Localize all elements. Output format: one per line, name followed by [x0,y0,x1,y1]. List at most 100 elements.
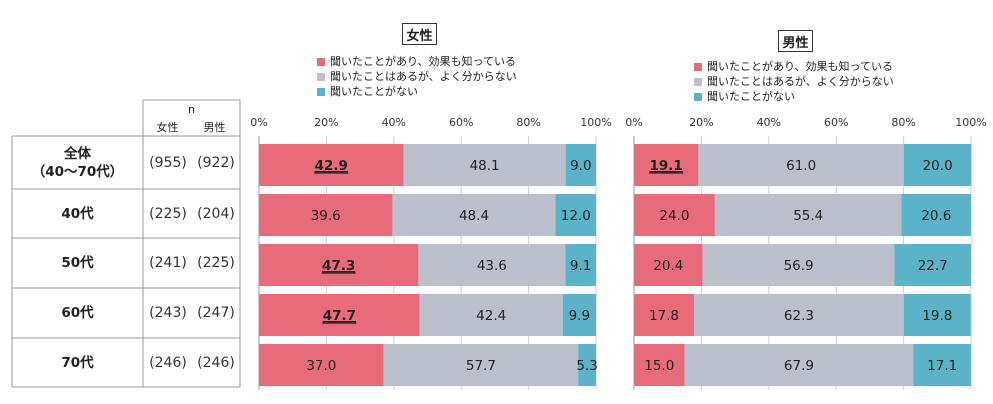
data-label: 47.7 [323,308,356,324]
bar-segment [555,194,596,236]
data-label: 48.1 [470,158,500,174]
data-label: 48.4 [459,208,489,224]
data-label: 19.1 [650,158,683,174]
table-row-group-label: 40代 [12,189,143,238]
legend-swatch [694,92,702,101]
female-chart: 0% 20% 40% 60% 80% 100% 42.9 48.1 9.0 39.6 48.4 12.… [250,116,612,390]
data-label: 19.8 [922,308,952,324]
bar-segment [634,144,699,186]
bar-segment [693,294,904,336]
data-label: 20.4 [653,258,683,274]
data-label: 47.3 [322,258,355,274]
data-label: 39.6 [311,208,341,224]
x-tick-label: 0% [625,116,642,129]
x-tick-label: 60% [449,116,473,129]
legend-label: 聞いたことがあり、効果も知っている [707,60,894,73]
data-label: 9.1 [570,258,591,274]
bar-segment [634,344,685,386]
bar-segment [901,194,971,236]
bar-segment [698,144,904,186]
bar-segment [684,344,914,386]
data-label: 61.0 [786,158,816,174]
table-row-male-n: (225) [197,255,235,271]
x-tick-label: 20% [314,116,338,129]
legend-swatch [694,77,702,86]
data-label: 9.0 [570,158,591,174]
legend-entry: 聞いたことがない [694,89,894,104]
table-row-group-label-line: 40代 [61,205,94,222]
bar-segment [634,294,694,336]
bar-segment [702,244,895,286]
table-row-male-n: (922) [197,154,235,171]
legend-entry: 聞いたことがない [317,84,517,99]
bar-segment [403,144,566,186]
table-row-female-n: (246) [149,354,187,371]
male-chart: 0% 20% 40% 60% 80% 100% 19.1 61.0 20.0 24.0 55.4 20… [625,116,987,390]
legend-swatch [317,87,325,96]
bar-segment [634,244,703,286]
data-label: 56.9 [784,258,814,274]
data-label: 22.7 [918,258,948,274]
x-tick-label: 80% [516,116,540,129]
table-row-group-label: 全体 （40～70代） [12,136,143,189]
bar-segment [392,194,556,236]
table-row-male-n: (204) [197,205,235,222]
respondent-table: n 女性 男性 全体 （40～70代） (955) (922) 40代 (225) (204… [0,0,250,404]
bar-segment [894,244,971,286]
x-tick-label: 60% [824,116,848,129]
data-label: 17.8 [649,308,679,324]
table-row-group-label: 50代 [12,238,143,288]
table-row-male-n: (246) [197,354,235,371]
legend-label: 聞いたことがない [707,90,795,103]
data-label: 15.0 [644,358,674,374]
data-label: 67.9 [784,358,814,374]
table-row-group-label: 70代 [12,338,143,387]
data-label: 5.3 [576,358,597,374]
legend-entry: 聞いたことはあるが、よく分からない [317,69,517,84]
data-label: 20.6 [921,208,951,224]
table-row-group-label-line: 60代 [61,305,94,321]
female-chart-title: 女性 [402,23,437,45]
male-chart-legend: 聞いたことがあり、効果も知っている 聞いたことはあるが、よく分からない 聞いたことが… [694,59,894,104]
x-tick-label: 40% [757,116,781,129]
male-column-header: 男性 [203,120,226,134]
x-tick-label: 100% [580,116,611,129]
legend-label: 聞いたことがない [330,85,418,98]
legend-label: 聞いたことはあるが、よく分からない [330,70,517,83]
legend-label: 聞いたことがあり、効果も知っている [330,55,517,68]
table-row-male-n: (247) [197,305,235,321]
legend-swatch [694,62,702,71]
female-chart-legend: 聞いたことがあり、効果も知っている 聞いたことはあるが、よく分からない 聞いたことが… [317,54,517,99]
legend-label: 聞いたことはあるが、よく分からない [707,75,894,88]
bar-segment [259,344,384,386]
data-label: 57.7 [466,358,496,374]
table-row-female-n: (241) [149,255,187,271]
data-label: 9.9 [569,308,590,324]
data-label: 42.4 [476,308,506,324]
table-grid-lines [11,99,241,388]
legend-entry: 聞いたことがあり、効果も知っている [694,59,894,74]
bar-segment [259,194,393,236]
table-row-group-label-line: （40～70代） [31,163,124,180]
x-tick-label: 40% [382,116,406,129]
table-row-female-n: (225) [149,205,187,222]
legend-swatch [317,57,325,66]
table-row-group-label-line: 70代 [61,354,94,371]
female-column-header: 女性 [156,120,179,134]
data-label: 62.3 [784,308,814,324]
x-tick-label: 80% [891,116,915,129]
legend-entry: 聞いたことはあるが、よく分からない [694,74,894,89]
bar-segment [913,344,971,386]
table-row-female-n: (955) [149,154,187,171]
legend-swatch [317,72,325,81]
data-label: 24.0 [659,208,689,224]
x-tick-label: 100% [955,116,986,129]
data-label: 20.0 [923,158,953,174]
bar-segment [259,244,419,286]
table-row-group-label: 60代 [12,288,143,338]
data-label: 43.6 [477,258,507,274]
bar-segment [714,194,902,236]
data-label: 37.0 [306,358,336,374]
bar-segment [562,294,596,336]
